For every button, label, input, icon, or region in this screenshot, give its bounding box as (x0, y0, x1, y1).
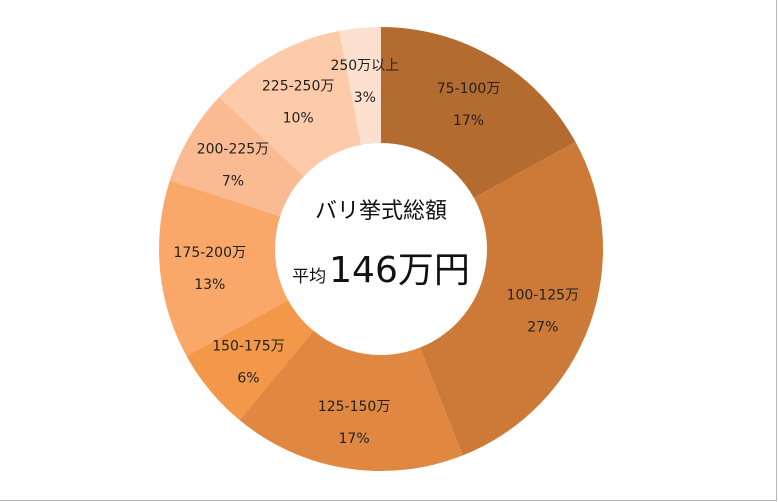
slice-75-100万 (381, 27, 576, 198)
category-label: 175-200万 (174, 245, 247, 261)
percent-label: 3% (354, 90, 376, 106)
category-label: 225-250万 (262, 78, 335, 94)
slice-175-200万 (159, 180, 289, 356)
slice-125-150万 (239, 330, 463, 471)
category-label: 250万以上 (330, 58, 399, 74)
slice-100-125万 (420, 142, 604, 456)
percent-label: 10% (283, 110, 314, 126)
category-label: 150-175万 (212, 339, 285, 355)
category-label: 100-125万 (507, 287, 580, 303)
center-prefix: 平均 (292, 267, 326, 287)
percent-label: 27% (527, 319, 558, 335)
slice-150-175万 (186, 300, 314, 421)
svg-text:平均146万円: 平均146万円 (292, 250, 470, 291)
percent-label: 6% (237, 371, 259, 387)
slice-200-225万 (169, 97, 304, 217)
center-title: バリ挙式総額 (315, 199, 447, 224)
percent-label: 17% (453, 113, 484, 129)
slice-225-250万 (219, 30, 362, 177)
category-label: 200-225万 (197, 141, 270, 157)
category-label: 75-100万 (437, 81, 501, 97)
slice-250万以上 (339, 27, 381, 145)
center-value: 146万円 (329, 250, 470, 291)
percent-label: 7% (222, 173, 244, 189)
percent-label: 17% (339, 431, 370, 447)
percent-label: 13% (194, 277, 225, 293)
category-label: 125-150万 (318, 399, 391, 415)
